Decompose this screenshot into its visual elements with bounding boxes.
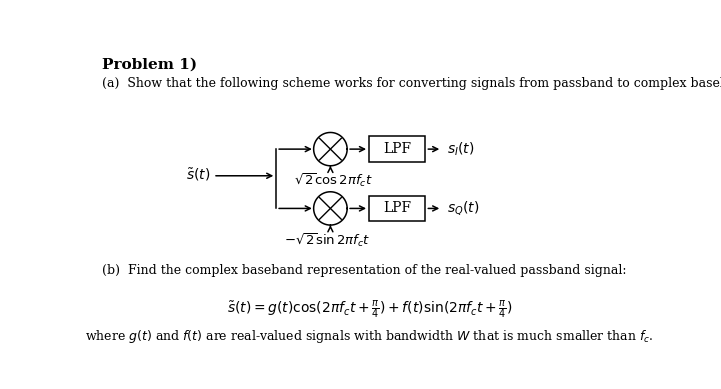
Bar xyxy=(369,196,425,221)
Text: Problem 1): Problem 1) xyxy=(102,58,198,72)
Bar xyxy=(369,137,425,162)
Text: LPF: LPF xyxy=(383,202,411,216)
Text: (a)  Show that the following scheme works for converting signals from passband t: (a) Show that the following scheme works… xyxy=(102,77,721,89)
Text: where $g(t)$ and $f(t)$ are real-valued signals with bandwidth $W$ that is much : where $g(t)$ and $f(t)$ are real-valued … xyxy=(85,328,654,345)
Text: (b)  Find the complex baseband representation of the real-valued passband signal: (b) Find the complex baseband representa… xyxy=(102,264,627,277)
Text: $\tilde{s}(t) = g(t)\cos(2\pi f_c t + \frac{\pi}{4}) + f(t)\sin(2\pi f_c t + \fr: $\tilde{s}(t) = g(t)\cos(2\pi f_c t + \f… xyxy=(226,298,513,320)
Text: $\sqrt{2}\cos 2\pi f_c t$: $\sqrt{2}\cos 2\pi f_c t$ xyxy=(294,172,373,189)
Text: LPF: LPF xyxy=(383,142,411,156)
Text: $s_I(t)$: $s_I(t)$ xyxy=(446,140,474,158)
Text: $s_Q(t)$: $s_Q(t)$ xyxy=(446,200,479,217)
Text: $\tilde{s}(t)$: $\tilde{s}(t)$ xyxy=(186,166,211,182)
Text: $-\sqrt{2}\sin 2\pi f_c t$: $-\sqrt{2}\sin 2\pi f_c t$ xyxy=(284,231,371,249)
